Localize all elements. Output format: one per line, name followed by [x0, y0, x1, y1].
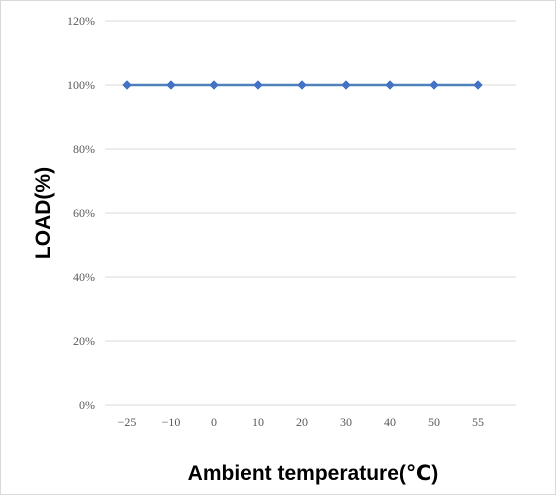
x-tick-label: 55 [472, 415, 484, 429]
x-tick-label: 50 [428, 415, 440, 429]
x-tick-label: 30 [340, 415, 352, 429]
gridlines [105, 20, 516, 406]
data-point-marker [297, 80, 307, 90]
y-tick-label: 120% [67, 14, 95, 28]
y-tick-label: 40% [73, 270, 95, 284]
data-point-marker [473, 80, 483, 90]
x-tick-label: 40 [384, 415, 396, 429]
x-tick-label: 10 [252, 415, 264, 429]
y-tick-label: 100% [67, 78, 95, 92]
data-point-marker [122, 80, 132, 90]
x-tick-label: 0 [211, 415, 217, 429]
data-point-marker [385, 80, 395, 90]
y-tick-label: 20% [73, 334, 95, 348]
y-tick-label: 0% [79, 398, 95, 412]
data-markers [122, 80, 483, 90]
x-tick-label: −10 [162, 415, 181, 429]
x-tick-label: −25 [118, 415, 137, 429]
y-axis-title: LOAD(%) [32, 167, 55, 259]
data-point-marker [429, 80, 439, 90]
x-tick-label: 20 [296, 415, 308, 429]
data-point-marker [209, 80, 219, 90]
y-tick-label: 80% [73, 142, 95, 156]
y-tick-label: 60% [73, 206, 95, 220]
data-point-marker [166, 80, 176, 90]
x-tick-labels: −25 −10 0 10 20 30 40 50 55 [118, 415, 484, 429]
x-axis-title: Ambient temperature(℃) [188, 462, 439, 485]
y-tick-labels: 0% 20% 40% 60% 80% 100% 120% [67, 14, 95, 412]
data-point-marker [253, 80, 263, 90]
data-point-marker [341, 80, 351, 90]
